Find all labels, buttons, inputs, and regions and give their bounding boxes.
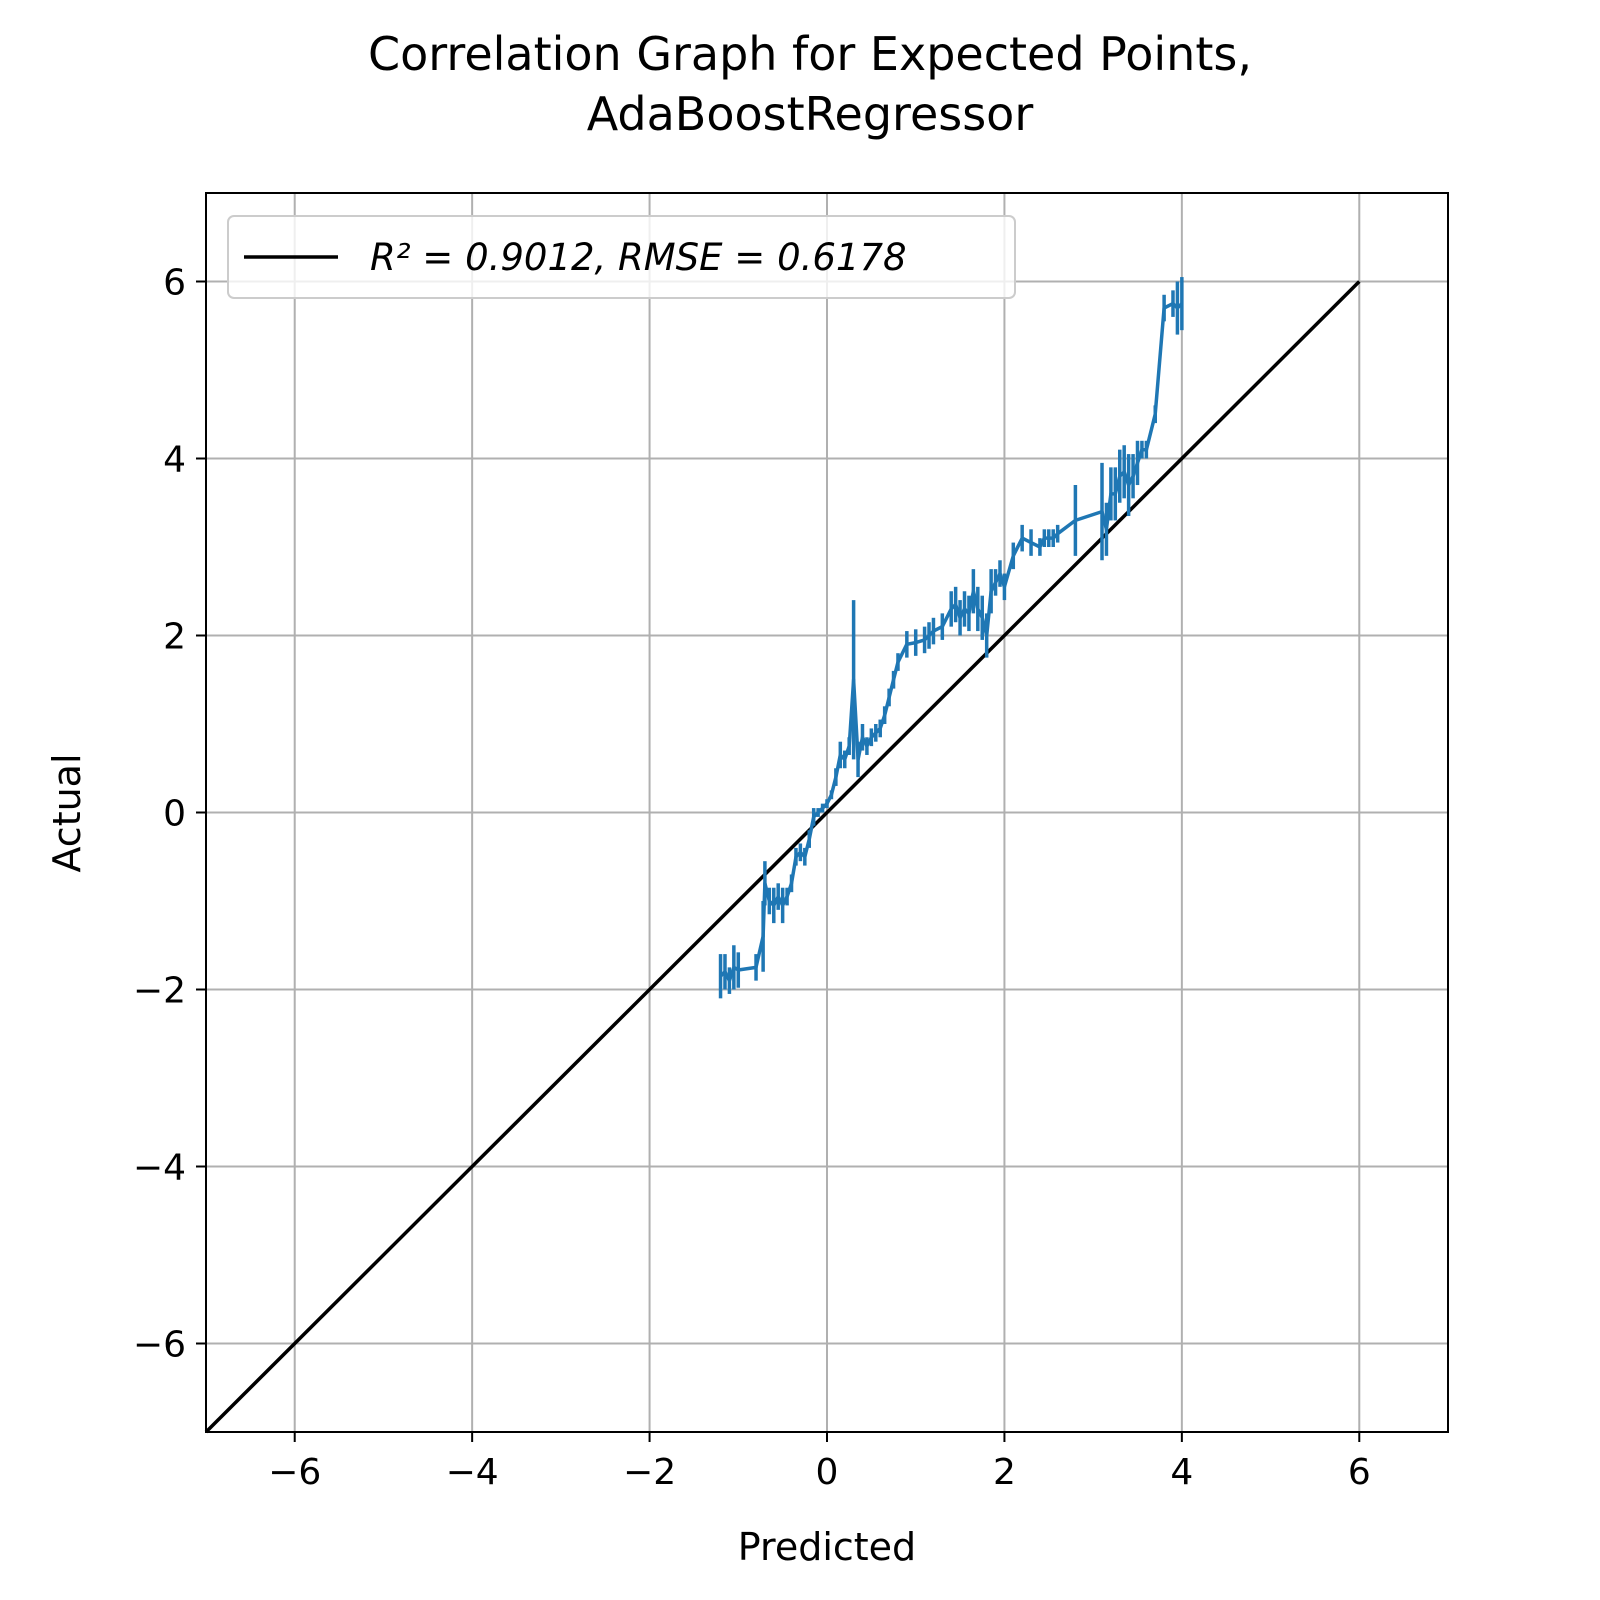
legend-label: R² = 0.9012, RMSE = 0.6178 — [370, 236, 907, 279]
y-tick-label-3: 0 — [163, 794, 186, 835]
y-ticks: −6 −4 −2 0 2 4 6 — [133, 263, 206, 1366]
y-tick-label-1: −4 — [133, 1148, 186, 1189]
series-line-0 — [719, 301, 1184, 983]
y-tick-label-4: 2 — [163, 617, 186, 658]
chart-title-line-2: AdaBoostRegressor — [587, 87, 1034, 141]
y-tick-label-6: 6 — [163, 263, 186, 304]
x-tick-label-0: −6 — [268, 1452, 321, 1493]
identity-line — [204, 280, 1361, 1434]
legend: R² = 0.9012, RMSE = 0.6178 — [227, 215, 1016, 299]
x-tick-label-3: 0 — [816, 1452, 839, 1493]
x-tick-label-5: 4 — [1170, 1452, 1193, 1493]
x-tick-label-1: −4 — [446, 1452, 499, 1493]
y-tick-label-2: −2 — [133, 971, 186, 1012]
y-axis-label: Actual — [45, 753, 89, 872]
chart-title-line-1: Correlation Graph for Expected Points, — [368, 27, 1252, 81]
series-group — [718, 277, 1184, 999]
x-axis-label: Predicted — [738, 1525, 916, 1569]
y-tick-label-0: −6 — [133, 1325, 186, 1366]
x-ticks: −6 −4 −2 0 2 4 6 — [268, 1432, 1371, 1493]
legend-box — [227, 215, 1016, 299]
identity-line-group — [204, 280, 1361, 1434]
y-tick-label-5: 4 — [163, 440, 186, 481]
x-tick-label-6: 6 — [1348, 1452, 1371, 1493]
x-tick-label-2: −2 — [623, 1452, 676, 1493]
x-tick-label-4: 2 — [993, 1452, 1016, 1493]
